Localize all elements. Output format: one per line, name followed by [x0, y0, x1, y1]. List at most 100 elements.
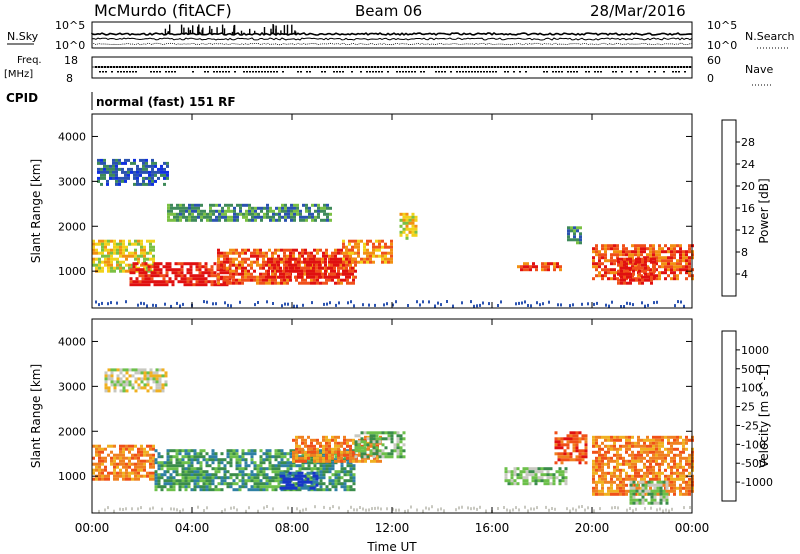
echo-cell	[181, 473, 185, 477]
echo-cell	[116, 251, 119, 255]
echo-cell	[641, 278, 644, 282]
echo-cell	[352, 459, 355, 463]
noise-cell	[215, 302, 217, 306]
echo-cell	[325, 450, 328, 454]
echo-cell	[399, 446, 403, 450]
echo-cell	[232, 275, 235, 279]
echo-cell	[214, 488, 218, 492]
echo-cell	[676, 447, 679, 451]
x-tick-label: 08:00	[275, 521, 310, 535]
echo-cell	[146, 471, 149, 475]
echo-cell	[201, 265, 205, 269]
echo-cell	[113, 453, 116, 457]
echo-cell	[124, 176, 127, 180]
echo-cell	[241, 272, 244, 276]
colorbar-tick-label: 20	[741, 180, 755, 193]
noise-cell	[671, 507, 673, 511]
echo-cell	[375, 437, 379, 441]
echo-cell	[572, 449, 576, 453]
echo-cell	[346, 254, 349, 258]
echo-cell	[213, 274, 217, 278]
noise-cell	[239, 300, 241, 304]
echo-cell	[110, 380, 114, 384]
echo-cell	[613, 471, 616, 475]
echo-cell	[154, 173, 157, 177]
echo-cell	[673, 268, 676, 272]
echo-cell	[319, 473, 323, 477]
echo-cell	[592, 450, 595, 454]
echo-cell	[688, 471, 691, 475]
echo-cell	[688, 256, 691, 260]
echo-cell	[601, 486, 604, 490]
echo-cell	[151, 182, 154, 186]
echo-cell	[667, 450, 670, 454]
noise-cell	[440, 507, 442, 511]
echo-cell	[235, 269, 238, 273]
echo-cell	[402, 212, 406, 216]
noise-cell	[428, 300, 430, 304]
echo-cell	[601, 262, 604, 266]
echo-cell	[135, 277, 139, 281]
echo-cell	[638, 480, 642, 484]
echo-cell	[340, 251, 343, 255]
echo-cell	[598, 450, 601, 454]
echo-cell	[575, 431, 579, 435]
echo-cell	[187, 464, 191, 468]
echo-cell	[679, 441, 682, 445]
echo-cell	[211, 467, 215, 471]
nave-mark	[483, 71, 485, 73]
echo-cell	[295, 266, 298, 270]
echo-cell	[342, 251, 345, 255]
echo-cell	[118, 176, 121, 180]
echo-cell	[646, 435, 649, 439]
echo-cell	[181, 449, 185, 453]
echo-cell	[268, 464, 272, 468]
echo-cell	[140, 242, 143, 246]
power-ylabel: Slant Range [km]	[29, 159, 43, 263]
noise-cell	[626, 301, 628, 305]
echo-cell	[670, 456, 673, 460]
echo-cell	[670, 480, 673, 484]
echo-cell	[101, 251, 104, 255]
echo-cell	[250, 455, 254, 459]
echo-cell	[134, 239, 137, 243]
noise-cell	[224, 301, 226, 305]
echo-cell	[349, 266, 352, 270]
echo-cell	[191, 215, 194, 219]
echo-cell	[644, 266, 647, 270]
echo-cell	[180, 274, 184, 278]
echo-cell	[104, 239, 107, 243]
echo-cell	[316, 278, 319, 282]
echo-cell	[307, 453, 310, 457]
echo-cell	[226, 266, 229, 270]
echo-cell	[131, 386, 135, 390]
velocity-cells	[92, 368, 694, 513]
colorbar-frame	[721, 119, 737, 297]
echo-cell	[143, 374, 147, 378]
echo-cell	[617, 278, 620, 282]
echo-cell	[199, 461, 203, 465]
echo-cell	[119, 266, 122, 270]
echo-cell	[110, 239, 113, 243]
echo-cell	[166, 161, 169, 165]
echo-cell	[345, 260, 348, 264]
echo-cell	[206, 212, 209, 216]
echo-cell	[152, 371, 156, 375]
echo-cell	[563, 449, 567, 453]
echo-cell	[116, 263, 119, 267]
echo-cell	[325, 485, 329, 489]
echo-cell	[333, 272, 336, 276]
echo-cell	[205, 470, 209, 474]
echo-cell	[115, 179, 118, 183]
echo-cell	[405, 212, 409, 216]
echo-cell	[307, 254, 310, 258]
echo-cell	[122, 465, 125, 469]
echo-cell	[592, 441, 595, 445]
nave-mark	[273, 71, 275, 73]
echo-cell	[573, 229, 576, 233]
echo-cell	[595, 459, 598, 463]
echo-cell	[118, 167, 121, 171]
echo-cell	[567, 226, 570, 230]
colorbar-tick-label: -25	[741, 419, 759, 432]
echo-cell	[284, 212, 287, 216]
